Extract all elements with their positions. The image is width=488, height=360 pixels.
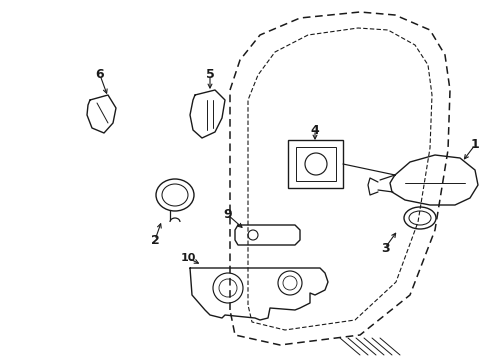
Text: 10: 10 — [180, 253, 195, 263]
Text: 3: 3 — [380, 242, 388, 255]
Text: 4: 4 — [310, 123, 319, 136]
Text: 5: 5 — [205, 68, 214, 81]
Bar — [295, 147, 335, 181]
Bar — [287, 140, 342, 188]
Text: 6: 6 — [96, 68, 104, 81]
Text: 2: 2 — [150, 234, 159, 247]
Text: 1: 1 — [469, 139, 478, 152]
Text: 9: 9 — [223, 208, 232, 221]
